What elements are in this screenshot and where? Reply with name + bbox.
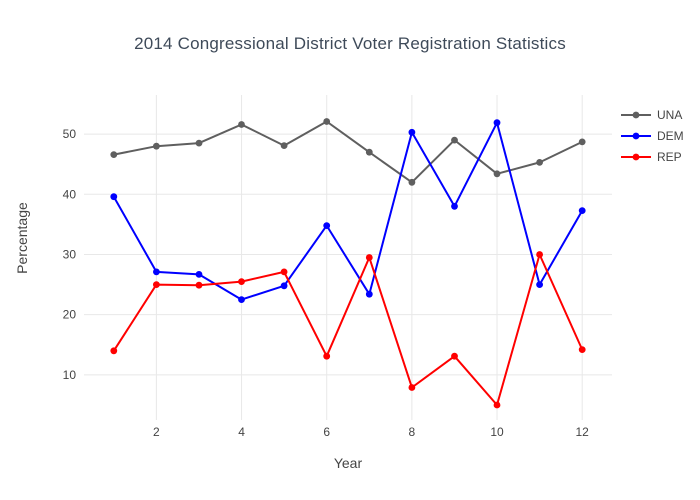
series-marker-una[interactable] <box>110 151 118 159</box>
y-tick-label: 40 <box>63 187 77 201</box>
series-marker-una[interactable] <box>280 142 288 150</box>
x-tick-label: 12 <box>576 425 590 439</box>
series-marker-una[interactable] <box>323 118 331 125</box>
legend-line-sample-icon <box>621 111 651 118</box>
series-marker-rep[interactable] <box>153 281 160 288</box>
series-marker-rep[interactable] <box>195 281 203 289</box>
series-marker-dem[interactable] <box>238 296 245 303</box>
series-line-una[interactable] <box>113 120 583 184</box>
series-line-dem[interactable] <box>112 121 584 301</box>
x-tick-label: 4 <box>238 425 245 439</box>
series-marker-dem[interactable] <box>451 202 458 210</box>
series-marker-una[interactable] <box>451 136 458 144</box>
series-marker-dem[interactable] <box>280 282 288 290</box>
series-marker-rep[interactable] <box>493 401 501 409</box>
series-marker-rep[interactable] <box>323 352 331 360</box>
y-tick-label: 30 <box>63 247 77 261</box>
series-marker-dem[interactable] <box>153 268 160 276</box>
y-tick-label: 50 <box>63 127 77 141</box>
legend-item-label: DEM <box>657 128 684 143</box>
series-marker-una[interactable] <box>408 178 416 186</box>
series-marker-rep[interactable] <box>536 251 543 258</box>
series-marker-una[interactable] <box>536 159 543 166</box>
series-line-rep[interactable] <box>112 253 584 406</box>
x-tick-label: 6 <box>323 425 330 439</box>
legend-line-sample-icon <box>621 153 651 160</box>
legend: UNA DEM REP <box>620 104 684 167</box>
series-marker-rep[interactable] <box>578 346 586 353</box>
series-marker-dem[interactable] <box>578 207 586 215</box>
series-marker-una[interactable] <box>493 170 501 178</box>
series-marker-dem[interactable] <box>323 222 331 230</box>
y-axis-label: Percentage <box>14 202 30 274</box>
y-tick-label: 10 <box>63 368 77 382</box>
y-tick-label: 20 <box>63 308 77 322</box>
series-marker-rep[interactable] <box>408 384 416 391</box>
series-marker-dem[interactable] <box>536 281 543 288</box>
legend-item-label: UNA <box>657 107 683 122</box>
x-tick-label: 10 <box>490 425 504 439</box>
series-marker-una[interactable] <box>153 142 160 150</box>
series-marker-dem[interactable] <box>493 119 501 127</box>
series-marker-rep[interactable] <box>110 347 118 355</box>
legend-line-sample-icon <box>621 132 651 139</box>
series-marker-rep[interactable] <box>365 254 373 261</box>
series-marker-una[interactable] <box>195 139 203 147</box>
legend-item-dem[interactable]: DEM <box>620 125 684 146</box>
series-marker-una[interactable] <box>238 121 245 128</box>
x-axis-label: Year <box>333 455 363 471</box>
legend-item-una[interactable]: UNA <box>620 104 684 125</box>
x-tick-label: 8 <box>409 425 416 439</box>
series-marker-rep[interactable] <box>238 278 245 285</box>
series-marker-dem[interactable] <box>195 271 203 278</box>
series-marker-una[interactable] <box>578 138 586 146</box>
series-marker-una[interactable] <box>365 148 373 156</box>
x-tick-label: 2 <box>153 425 160 439</box>
legend-item-rep[interactable]: REP <box>620 146 684 167</box>
legend-item-label: REP <box>657 149 682 164</box>
chart-title: 2014 Congressional District Voter Regist… <box>134 34 566 53</box>
series-marker-rep[interactable] <box>451 352 458 360</box>
series-marker-rep[interactable] <box>280 268 288 276</box>
series-marker-dem[interactable] <box>110 193 118 201</box>
series-marker-dem[interactable] <box>365 290 373 298</box>
series-marker-dem[interactable] <box>408 128 416 136</box>
